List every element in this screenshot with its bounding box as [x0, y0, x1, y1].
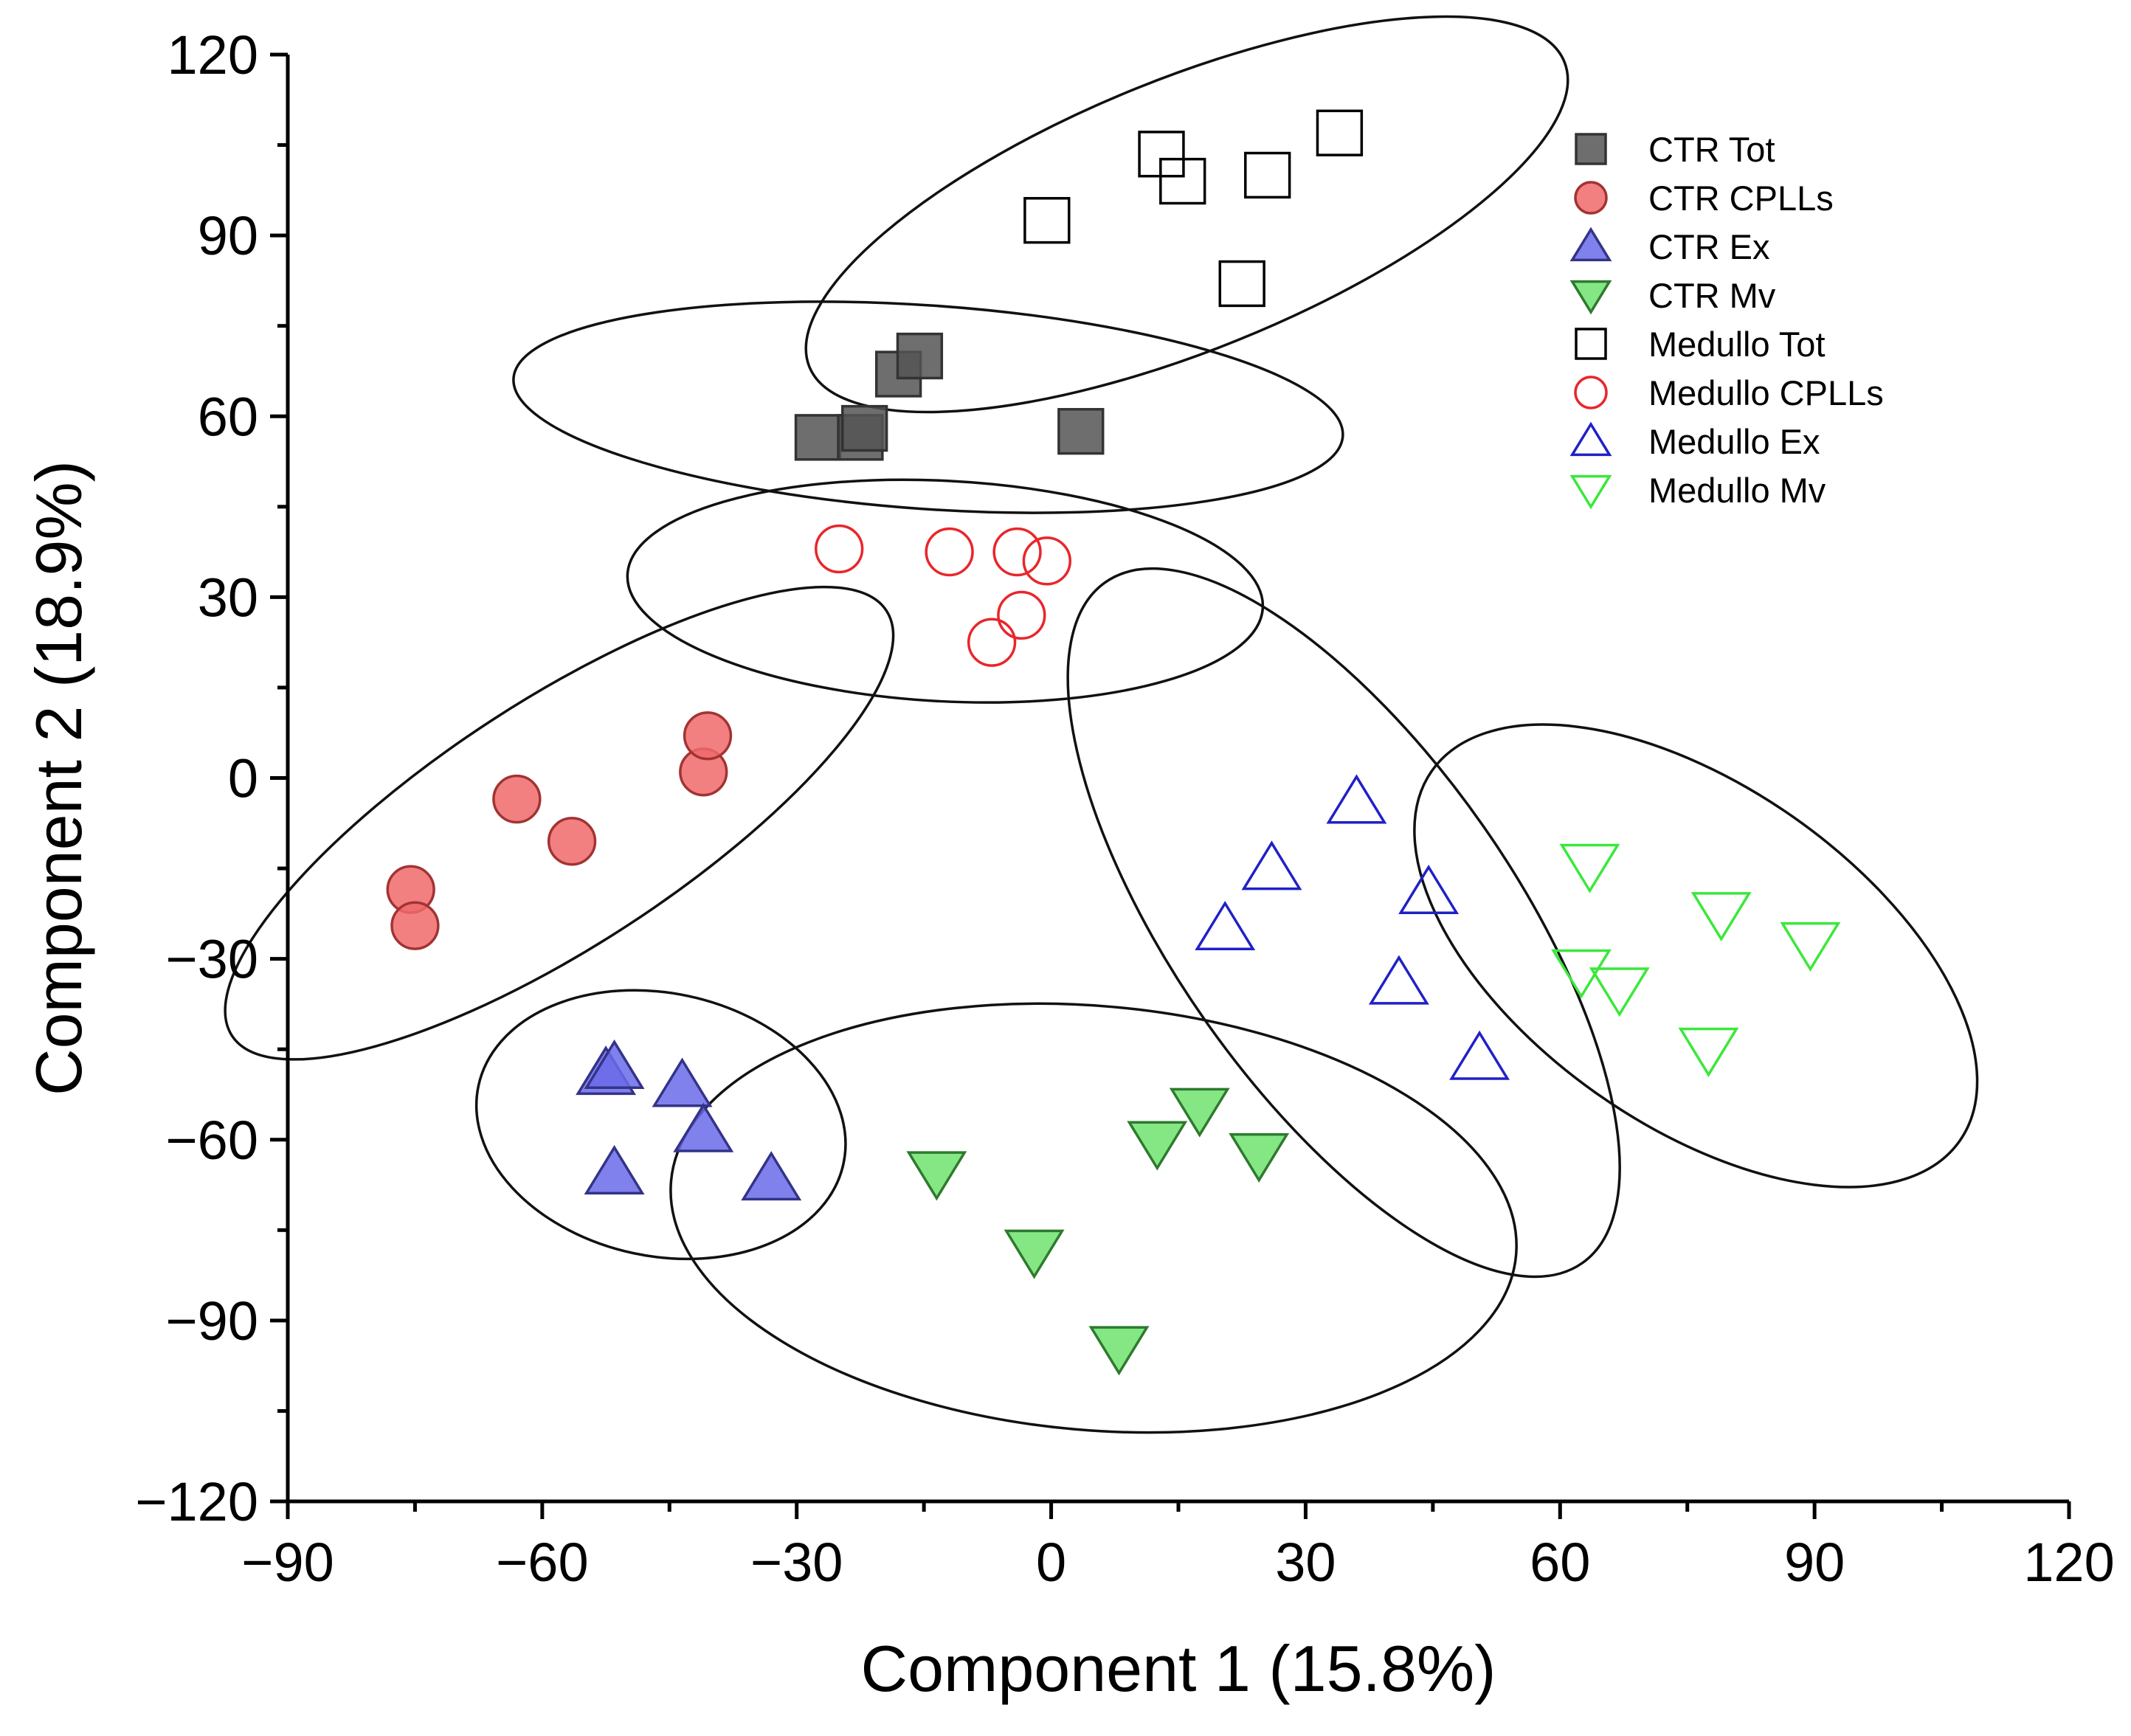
point-medullo-mv — [1690, 892, 1752, 942]
point-medullo-cplls — [992, 527, 1042, 577]
cluster-ellipses — [224, 15, 1979, 1434]
y-tick-label: −60 — [165, 1110, 258, 1171]
point-medullo-ex — [1326, 774, 1387, 824]
point-ctr-tot — [794, 414, 842, 461]
point-medullo-cplls — [1022, 536, 1071, 586]
point-ctr-ex — [652, 1057, 713, 1107]
y-tick-label: 120 — [167, 24, 258, 86]
point-medullo-ex — [1398, 864, 1460, 915]
legend-label-medullo-mv: Medullo Mv — [1648, 471, 1826, 510]
legend-marker-medullo-ex — [1569, 421, 1612, 457]
point-medullo-mv — [1559, 843, 1620, 893]
point-medullo-cplls — [967, 618, 1017, 667]
point-ctr-cplls — [683, 711, 733, 761]
x-tick-label: 30 — [1275, 1532, 1336, 1593]
legend-label-medullo-tot: Medullo Tot — [1648, 325, 1826, 364]
legend-label-ctr-tot: CTR Tot — [1648, 130, 1775, 169]
x-tick-label: −60 — [496, 1532, 589, 1593]
point-medullo-tot — [1159, 157, 1206, 205]
cluster-ellipse — [512, 300, 1344, 514]
x-tick-label: 60 — [1530, 1532, 1590, 1593]
point-medullo-mv — [1589, 967, 1650, 1017]
legend-marker-ctr-ex — [1569, 226, 1612, 262]
point-medullo-tot — [1316, 109, 1364, 156]
point-medullo-cplls — [815, 524, 864, 574]
point-medullo-tot — [1023, 197, 1071, 244]
x-tick-label: 0 — [1036, 1532, 1066, 1593]
legend-label-medullo-ex: Medullo Ex — [1648, 422, 1820, 461]
point-ctr-mv — [1127, 1121, 1188, 1171]
point-medullo-ex — [1241, 840, 1302, 891]
axes — [286, 55, 2069, 1504]
point-ctr-cplls — [547, 817, 597, 866]
y-tick-label: 0 — [228, 748, 258, 809]
point-medullo-ex — [1195, 901, 1256, 951]
x-tick-label: 120 — [2023, 1532, 2114, 1593]
legend-label-medullo-cplls: Medullo CPLLs — [1648, 373, 1884, 412]
legend-marker-medullo-cplls — [1574, 376, 1608, 409]
legend: CTR Tot CTR CPLLs CTR Ex CTR Mv Medullo Tot M… — [1569, 130, 1884, 510]
point-ctr-tot — [896, 332, 944, 380]
point-medullo-ex — [1368, 955, 1429, 1005]
legend-label-ctr-mv: CTR Mv — [1648, 276, 1776, 315]
point-ctr-cplls — [390, 901, 440, 950]
legend-label-ctr-cplls: CTR CPLLs — [1648, 179, 1834, 218]
point-medullo-ex — [1449, 1030, 1510, 1080]
data-points — [386, 109, 1841, 1376]
point-ctr-ex — [584, 1039, 645, 1089]
point-ctr-mv — [1088, 1326, 1150, 1376]
point-ctr-tot — [1057, 408, 1105, 455]
point-medullo-tot — [1218, 260, 1265, 308]
point-ctr-ex — [584, 1144, 645, 1194]
legend-marker-ctr-mv — [1569, 280, 1612, 315]
point-medullo-cplls — [997, 590, 1046, 640]
x-tick-label: −90 — [241, 1532, 334, 1593]
legend-marker-ctr-cplls — [1574, 181, 1608, 215]
point-ctr-mv — [1004, 1229, 1065, 1279]
cluster-ellipse — [224, 585, 895, 1061]
point-ctr-mv — [1169, 1087, 1230, 1138]
legend-marker-medullo-mv — [1569, 474, 1612, 510]
x-tick-label: −30 — [750, 1532, 843, 1593]
x-tick-label: 90 — [1784, 1532, 1845, 1593]
point-ctr-ex — [673, 1102, 734, 1152]
y-tick-label: −30 — [165, 929, 258, 990]
y-tick-label: 60 — [198, 386, 258, 447]
point-ctr-mv — [906, 1151, 967, 1201]
legend-marker-medullo-tot — [1575, 328, 1607, 360]
point-ctr-mv — [1229, 1132, 1290, 1183]
cluster-ellipse — [1413, 723, 1979, 1189]
cluster-ellipse — [1066, 567, 1621, 1279]
cluster-ellipse — [804, 15, 1569, 414]
y-tick-label: 30 — [198, 567, 258, 628]
legend-marker-ctr-tot — [1575, 133, 1607, 165]
x-axis-title: Component 1 (15.8%) — [861, 1632, 1496, 1705]
point-ctr-cplls — [492, 774, 542, 824]
point-ctr-tot — [841, 404, 888, 452]
y-tick-label: −120 — [135, 1471, 258, 1532]
point-ctr-ex — [741, 1151, 802, 1201]
point-medullo-cplls — [925, 527, 974, 577]
y-tick-label: 90 — [198, 205, 258, 266]
point-medullo-mv — [1780, 921, 1841, 972]
cluster-ellipse — [474, 989, 847, 1261]
point-medullo-mv — [1678, 1027, 1739, 1077]
y-axis-title: Component 2 (18.9%) — [22, 460, 95, 1096]
cluster-ellipse — [626, 478, 1265, 704]
point-medullo-tot — [1244, 151, 1291, 199]
y-tick-label: −90 — [165, 1290, 258, 1352]
legend-label-ctr-ex: CTR Ex — [1648, 227, 1770, 266]
cluster-ellipse — [669, 1002, 1518, 1434]
